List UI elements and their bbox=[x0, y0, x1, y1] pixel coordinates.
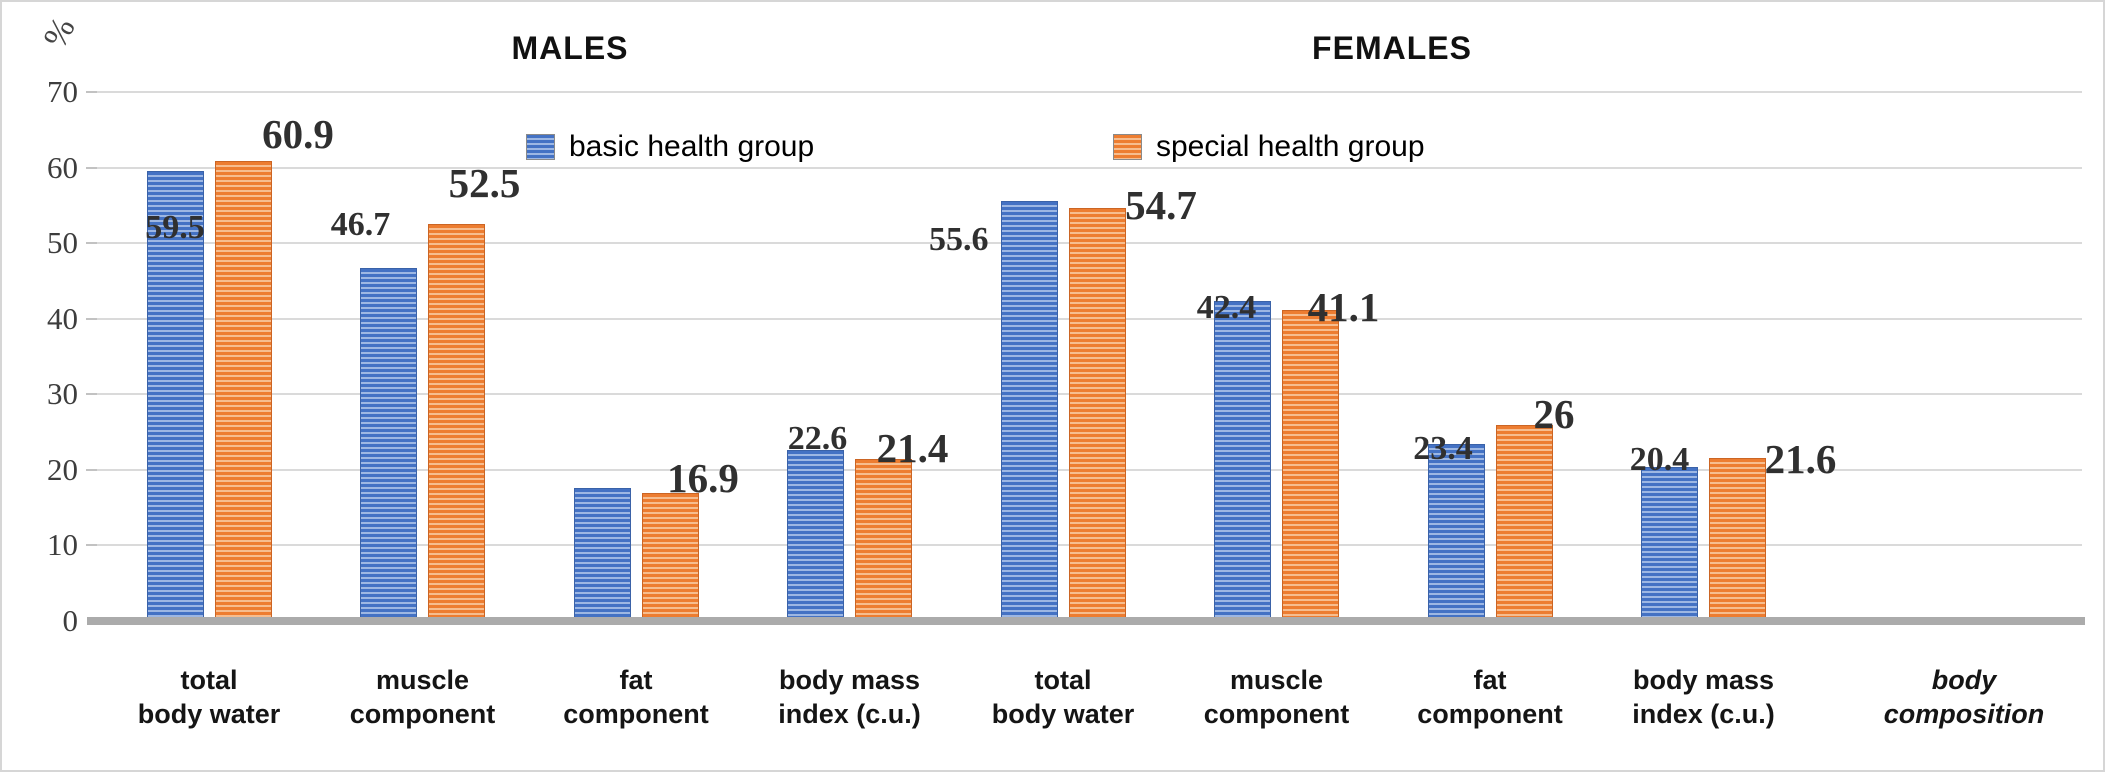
y-tick-label-40: 40 bbox=[47, 300, 78, 336]
gridline-60 bbox=[97, 166, 2082, 169]
x-category-label-line: body water bbox=[137, 699, 281, 729]
y-tickmark-70 bbox=[86, 91, 97, 93]
value-label-basic-46-7: 46.7 bbox=[330, 206, 391, 244]
y-tickmark-50 bbox=[86, 242, 97, 245]
x-axis-title-line2: composition bbox=[1883, 699, 2045, 729]
value-label-special-41-1: 41.1 bbox=[1307, 284, 1380, 331]
legend-label-basic: basic health group bbox=[569, 130, 815, 163]
y-axis-unit-label: % bbox=[36, 11, 83, 54]
bar-special-body-mass-index-c-u- bbox=[1709, 457, 1766, 621]
y-tickmark-20 bbox=[86, 468, 97, 471]
x-category-label-line: fat bbox=[619, 665, 653, 695]
bar-basic-muscle-component bbox=[1214, 300, 1271, 621]
value-label-special-60-9: 60.9 bbox=[262, 110, 334, 157]
value-label-basic-42-4: 42.4 bbox=[1196, 288, 1257, 326]
value-label-basic-55-6: 55.6 bbox=[929, 220, 989, 258]
x-category-label-total-body-water: total body water bbox=[59, 663, 359, 731]
bar-basic-body-mass-index-c-u- bbox=[1641, 466, 1698, 621]
bar-basic-fat-component bbox=[1427, 444, 1485, 621]
bar-basic-body-mass-index-c-u- bbox=[787, 450, 844, 621]
x-category-label-line: index (c.u.) bbox=[778, 699, 921, 729]
x-category-label-line: muscle bbox=[375, 665, 470, 695]
bar-special-muscle-component bbox=[428, 224, 485, 621]
x-category-label-body-mass-index-c-u-: body mass index (c.u.) bbox=[700, 663, 1000, 731]
bar-basic-total-body-water bbox=[1000, 200, 1058, 621]
gridline-70 bbox=[97, 91, 2082, 93]
x-category-label-line: fat bbox=[1473, 665, 1507, 695]
x-category-label-line: component bbox=[1203, 699, 1350, 729]
bar-special-total-body-water bbox=[1068, 207, 1126, 621]
legend-swatch-special-icon bbox=[1113, 134, 1142, 160]
bar-special-total-body-water bbox=[214, 160, 272, 621]
y-tickmark-10 bbox=[86, 544, 97, 547]
legend-label-special: special health group bbox=[1156, 130, 1425, 163]
x-category-label-body-mass-index-c-u-: body mass index (c.u.) bbox=[1554, 663, 1854, 731]
bar-special-muscle-component bbox=[1282, 310, 1339, 621]
section-title-females: FEMALES bbox=[1312, 30, 1472, 66]
bar-special-fat-component bbox=[641, 493, 699, 621]
value-label-basic-20-4: 20.4 bbox=[1629, 440, 1690, 478]
x-category-label-muscle-component: muscle component bbox=[273, 663, 573, 731]
bar-basic-fat-component bbox=[573, 487, 631, 621]
value-label-special-54-7: 54.7 bbox=[1125, 181, 1197, 228]
legend-item-basic: basic health group bbox=[526, 130, 814, 164]
value-label-special-16-9: 16.9 bbox=[667, 455, 739, 502]
x-axis-title-line1: body bbox=[1931, 665, 1997, 695]
value-label-basic-22-6: 22.6 bbox=[787, 420, 848, 458]
value-label-special-21-4: 21.4 bbox=[876, 425, 949, 472]
y-tickmark-40 bbox=[86, 317, 97, 320]
x-category-label-line: body mass bbox=[778, 665, 921, 695]
value-label-basic-59-5: 59.5 bbox=[145, 209, 205, 247]
x-category-label-line: muscle bbox=[1229, 665, 1324, 695]
x-category-label-muscle-component: muscle component bbox=[1127, 663, 1427, 731]
x-category-label-fat-component: fat component bbox=[486, 663, 786, 731]
x-category-label-line: body water bbox=[991, 699, 1135, 729]
x-axis-line bbox=[87, 617, 2085, 625]
x-category-label-line: index (c.u.) bbox=[1632, 699, 1775, 729]
y-tick-label-20: 20 bbox=[47, 451, 78, 487]
y-tick-label-30: 30 bbox=[47, 376, 78, 412]
x-axis-title: body composition bbox=[1814, 663, 2103, 731]
bar-special-fat-component bbox=[1495, 424, 1553, 621]
x-category-label-line: total bbox=[1034, 665, 1092, 695]
section-title-males: MALES bbox=[511, 30, 629, 66]
legend-swatch-basic-icon bbox=[526, 134, 555, 160]
value-label-basic-23-4: 23.4 bbox=[1413, 430, 1473, 468]
x-category-label-line: component bbox=[349, 699, 496, 729]
value-label-special-21-6: 21.6 bbox=[1764, 435, 1837, 482]
bar-basic-muscle-component bbox=[360, 268, 417, 621]
x-category-label-line: component bbox=[563, 699, 709, 729]
y-tick-label-0: 0 bbox=[62, 603, 79, 638]
x-category-label-line: component bbox=[1417, 699, 1563, 729]
bar-special-body-mass-index-c-u- bbox=[855, 459, 912, 621]
y-tickmark-60 bbox=[86, 166, 97, 169]
y-tick-label-60: 60 bbox=[47, 149, 78, 185]
y-tick-label-10: 10 bbox=[47, 527, 78, 563]
value-label-special-52-5: 52.5 bbox=[448, 160, 521, 207]
bar-basic-total-body-water bbox=[146, 171, 204, 621]
legend-item-special: special health group bbox=[1113, 130, 1425, 164]
y-tick-label-50: 50 bbox=[47, 225, 78, 261]
x-category-label-line: total bbox=[180, 665, 238, 695]
y-tick-label-70: 70 bbox=[47, 74, 78, 109]
x-category-label-line: body mass bbox=[1632, 665, 1775, 695]
value-label-special-26: 26 bbox=[1533, 390, 1575, 437]
x-category-label-total-body-water: total body water bbox=[913, 663, 1213, 731]
x-category-label-fat-component: fat component bbox=[1340, 663, 1640, 731]
y-tickmark-30 bbox=[86, 393, 97, 396]
